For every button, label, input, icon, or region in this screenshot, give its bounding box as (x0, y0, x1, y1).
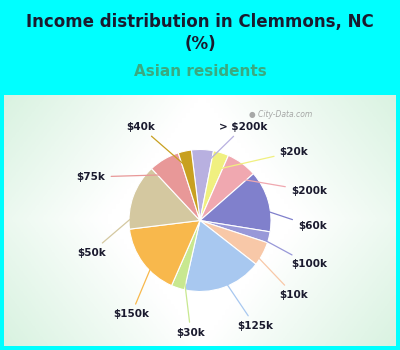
Text: $50k: $50k (77, 204, 148, 258)
Wedge shape (200, 220, 268, 264)
Text: > $200k: > $200k (204, 121, 268, 165)
Wedge shape (200, 174, 271, 232)
Text: $125k: $125k (220, 273, 273, 331)
Text: $200k: $200k (234, 178, 327, 196)
Wedge shape (200, 220, 270, 243)
Wedge shape (130, 220, 200, 286)
Wedge shape (191, 149, 214, 220)
Wedge shape (200, 155, 254, 220)
Wedge shape (200, 151, 228, 220)
Text: Income distribution in Clemmons, NC
(%): Income distribution in Clemmons, NC (%) (26, 13, 374, 53)
Text: Asian residents: Asian residents (134, 64, 266, 79)
Wedge shape (178, 150, 200, 220)
Wedge shape (172, 220, 200, 290)
Wedge shape (184, 220, 256, 292)
Text: $150k: $150k (113, 255, 156, 320)
Wedge shape (129, 169, 200, 229)
Text: $75k: $75k (77, 172, 170, 182)
Text: $10k: $10k (249, 247, 308, 300)
Text: $20k: $20k (218, 147, 308, 169)
Text: $40k: $40k (126, 121, 186, 167)
Text: $60k: $60k (254, 207, 327, 231)
Text: ● City-Data.com: ● City-Data.com (250, 110, 313, 119)
Wedge shape (152, 153, 200, 220)
Text: $100k: $100k (254, 234, 327, 269)
Text: $30k: $30k (176, 274, 205, 338)
